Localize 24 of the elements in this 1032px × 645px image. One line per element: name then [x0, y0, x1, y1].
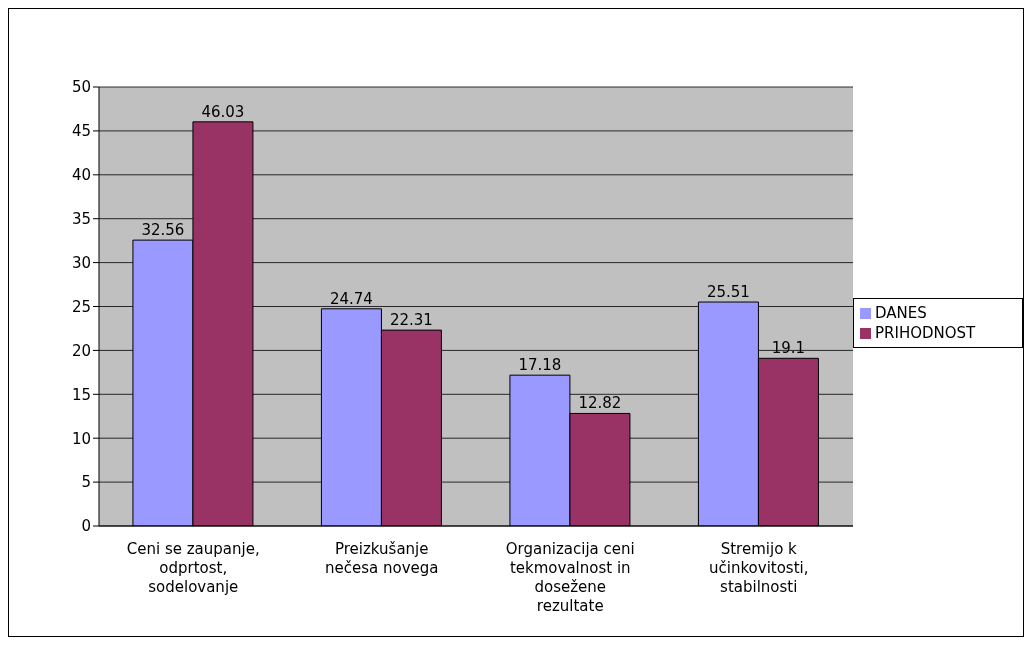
x-tick-label: Organizacija ceni tekmovalnost in dosežene rezultate [505, 540, 635, 615]
y-tick-label: 35 [71, 210, 91, 229]
data-label: 46.03 [201, 102, 245, 121]
data-label: 22.31 [389, 311, 433, 330]
data-label: 25.51 [706, 283, 750, 302]
data-label: 17.18 [518, 356, 562, 375]
legend-label: DANES [875, 303, 927, 322]
y-tick-label: 20 [71, 341, 91, 360]
data-label: 24.74 [329, 289, 373, 308]
y-tick-label: 45 [71, 122, 91, 141]
x-tick-label: Ceni se zaupanje, odprtost, sodelovanje [126, 540, 260, 596]
y-tick-label: 25 [71, 297, 91, 316]
x-tick-label: Stremijo k učinkovitosti, stabilnosti [709, 540, 809, 596]
y-tick-label: 0 [81, 517, 91, 536]
data-label: 12.82 [578, 394, 622, 413]
legend-label: PRIHODNOST [875, 323, 976, 342]
y-tick-label: 30 [71, 253, 91, 272]
y-tick-label: 15 [71, 385, 91, 404]
data-label: 32.56 [141, 221, 185, 240]
y-tick-label: 10 [71, 429, 91, 448]
y-tick-label: 40 [71, 166, 91, 185]
y-tick-label: 50 [71, 78, 91, 97]
x-tick-label: Preizkušanje nečesa novega [325, 540, 439, 577]
y-tick-label: 5 [81, 473, 91, 492]
